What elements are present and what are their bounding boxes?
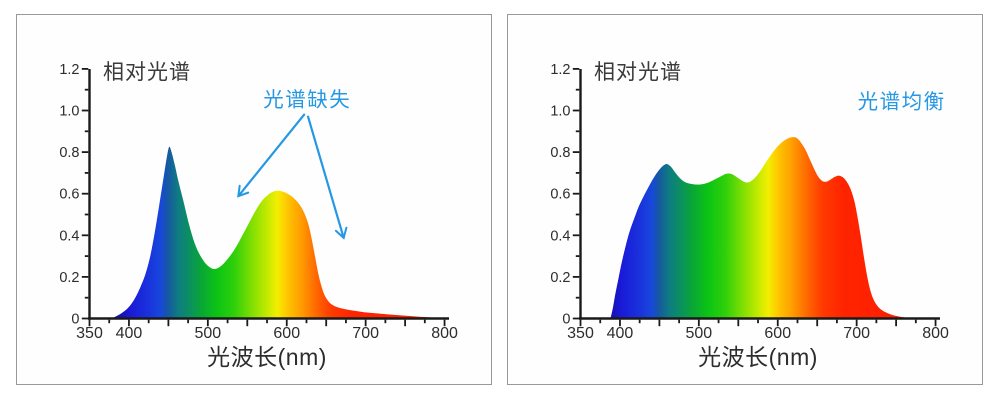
y-tick-label: 0	[71, 312, 79, 328]
x-tick-label: 600	[273, 325, 300, 342]
chart-title: 相对光谱	[103, 61, 191, 84]
x-tick-label: 700	[352, 325, 379, 342]
y-tick-label: 1.0	[550, 104, 570, 120]
y-tick-label: 0	[562, 312, 570, 328]
chart-panel-spectrum-deficient: 350 400 500 600 700 800 0 0.2 0.4 0.6 0.8 1.0 1.2 光波长…	[16, 14, 492, 385]
spectrum-area	[111, 146, 443, 319]
y-tick-label: 0.2	[59, 270, 79, 286]
y-tick-label: 1.2	[59, 62, 79, 78]
x-axis-title: 光波长(nm)	[698, 344, 818, 370]
chart-panel-spectrum-balanced: 350 400 500 600 700 800 0 0.2 0.4 0.6 0.8 1.0 1.2 光波长…	[507, 14, 983, 385]
annotation-label: 光谱均衡	[858, 90, 946, 113]
y-tick-label: 1.0	[59, 104, 79, 120]
spectrum-chart-left: 350 400 500 600 700 800 0 0.2 0.4 0.6 0.8 1.0 1.2 光波长…	[59, 61, 458, 370]
x-tick-label: 400	[607, 325, 634, 342]
x-tick-label: 600	[764, 325, 791, 342]
x-tick-label: 500	[685, 325, 712, 342]
page: 350 400 500 600 700 800 0 0.2 0.4 0.6 0.8 1.0 1.2 光波长…	[16, 14, 983, 385]
y-tick-label: 0.6	[59, 187, 79, 203]
y-tick-label: 0.4	[550, 228, 570, 244]
spectrum-area	[610, 137, 916, 319]
x-tick-label: 350	[567, 325, 594, 342]
x-tick-label: 700	[843, 325, 870, 342]
x-tick-label: 800	[922, 325, 949, 342]
y-tick-label: 0.4	[59, 228, 79, 244]
y-tick-label: 1.2	[550, 62, 570, 78]
y-tick-label: 0.8	[59, 145, 79, 161]
annotation-label: 光谱缺失	[263, 88, 351, 111]
x-tick-label: 800	[431, 325, 458, 342]
x-tick-label: 400	[116, 325, 143, 342]
x-tick-label: 500	[194, 325, 221, 342]
annotation-arrow	[237, 113, 306, 198]
spectrum-chart-right: 350 400 500 600 700 800 0 0.2 0.4 0.6 0.8 1.0 1.2 光波长…	[550, 61, 949, 370]
y-tick-label: 0.6	[550, 187, 570, 203]
chart-title: 相对光谱	[594, 61, 682, 84]
x-tick-label: 350	[76, 325, 103, 342]
annotation-arrow	[306, 115, 348, 240]
y-tick-label: 0.8	[550, 145, 570, 161]
x-axis-title: 光波长(nm)	[207, 344, 327, 370]
y-tick-label: 0.2	[550, 270, 570, 286]
